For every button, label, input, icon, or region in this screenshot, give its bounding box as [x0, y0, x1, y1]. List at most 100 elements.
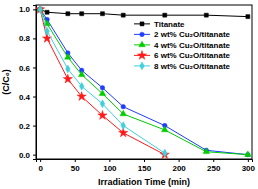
- legend: Titanate2 wt% Cu₂O/titanate 4 wt% Cu₂O/ti…: [134, 20, 231, 71]
- x-tick-label: 0: [38, 164, 43, 173]
- y-tick-mark: [33, 155, 36, 156]
- y-tick-label: 0.2: [19, 122, 31, 131]
- series-marker: [246, 15, 250, 19]
- marks: [36, 5, 251, 159]
- y-tick-label: 0.6: [19, 64, 31, 73]
- series-marker: [66, 12, 70, 16]
- legend-marker: [140, 32, 145, 37]
- y-tick-mark: [33, 126, 36, 127]
- series-marker: [80, 12, 84, 16]
- legend-marker: [140, 62, 145, 70]
- series-marker: [121, 122, 126, 130]
- legend-item: 2 wt% Cu₂O/titanate: [134, 30, 231, 39]
- x-tick-mark: [179, 159, 180, 162]
- y-tick-label: 0.4: [19, 93, 31, 102]
- series: [38, 5, 167, 157]
- series-marker: [45, 27, 50, 35]
- plot: 0 50 100 150 200 250 300 0.0 0.2 0.4 0.6 0.8 1.0 Tita…: [19, 5, 256, 173]
- plot-frame: [36, 5, 252, 159]
- x-tick: 0: [38, 159, 43, 173]
- series: [38, 7, 250, 18]
- y-tick: 0.4: [19, 93, 36, 102]
- x-tick-mark: [40, 159, 41, 162]
- x-tick-label: 50: [71, 164, 80, 173]
- x-tick-mark: [109, 159, 110, 162]
- series-marker: [66, 65, 71, 73]
- series-marker: [204, 13, 208, 17]
- y-tick: 0.0: [19, 151, 36, 160]
- series-marker: [36, 5, 45, 13]
- legend-label: 8 wt% Cu₂O/titanate: [154, 62, 231, 71]
- series: [36, 5, 169, 159]
- series-marker: [98, 111, 107, 120]
- series-marker: [100, 100, 105, 108]
- x-tick-mark: [213, 159, 214, 162]
- y-axis-line: [33, 6, 37, 160]
- legend-marker: [140, 22, 144, 26]
- series-marker: [162, 149, 167, 157]
- chart: 0 50 100 150 200 250 300 0.0 0.2 0.4 0.6 0.8 1.0 Tita…: [0, 0, 258, 189]
- series-line: [40, 9, 248, 154]
- y-tick: 1.0: [19, 5, 36, 14]
- series-marker: [120, 110, 126, 116]
- x-tick-label: 100: [103, 164, 117, 173]
- y-tick-mark: [33, 97, 36, 98]
- y-tick: 0.2: [19, 122, 36, 131]
- y-tick-mark: [33, 9, 36, 10]
- legend-item: 8 wt% Cu₂O/titanate: [134, 62, 231, 71]
- series-marker: [79, 82, 84, 90]
- series-marker: [78, 71, 84, 77]
- series-marker: [45, 10, 49, 14]
- x-tick: 200: [172, 159, 186, 173]
- legend-item: Titanate: [134, 20, 185, 29]
- legend-label: 2 wt% Cu₂O/titanate: [154, 30, 231, 39]
- x-tick-mark: [144, 159, 145, 162]
- series-marker: [245, 151, 251, 157]
- series-marker: [203, 148, 209, 154]
- x-tick-label: 150: [138, 164, 152, 173]
- series-marker: [100, 86, 105, 91]
- series-marker: [63, 74, 72, 83]
- series-marker: [77, 92, 86, 101]
- y-tick: 0.6: [19, 64, 36, 73]
- y-tick-mark: [33, 38, 36, 39]
- series-marker: [121, 104, 126, 109]
- legend-label: 6 wt% Cu₂O/titanate: [154, 51, 231, 60]
- x-tick: 300: [242, 159, 256, 173]
- x-tick-label: 200: [172, 164, 186, 173]
- y-tick-label: 0.8: [19, 34, 31, 43]
- series-marker: [162, 126, 168, 132]
- x-tick: 50: [71, 159, 80, 173]
- series-line: [40, 9, 165, 153]
- legend-item: 6 wt% Cu₂O/titanate: [134, 51, 231, 61]
- legend-label: 4 wt% Cu₂O/titanate: [154, 41, 231, 50]
- series: [37, 6, 251, 157]
- series-marker: [99, 90, 105, 96]
- series-marker: [38, 5, 43, 13]
- legend-marker: [139, 41, 145, 47]
- x-axis-title: Irradiation Time (min): [98, 177, 190, 187]
- y-axis-title: (C/C₀): [1, 69, 11, 95]
- x-axis: 0 50 100 150 200 250 300: [37, 159, 256, 173]
- series-line: [40, 9, 248, 16]
- series-line: [40, 9, 165, 154]
- x-tick-label: 300: [242, 164, 256, 173]
- x-tick: 250: [207, 159, 221, 173]
- x-tick: 150: [138, 159, 152, 173]
- series-marker: [100, 12, 104, 16]
- x-tick-mark: [75, 159, 76, 162]
- legend-marker: [137, 51, 146, 60]
- series-line: [40, 9, 248, 154]
- series-marker: [65, 54, 71, 60]
- y-tick: 0.8: [19, 34, 36, 43]
- series-marker: [163, 13, 167, 17]
- series: [38, 7, 250, 157]
- y-axis: 0.0 0.2 0.4 0.6 0.8 1.0: [19, 5, 37, 159]
- series-marker: [121, 13, 125, 17]
- legend-label: Titanate: [154, 20, 185, 29]
- legend-item: 4 wt% Cu₂O/titanate: [134, 41, 231, 50]
- x-tick-mark: [248, 159, 249, 162]
- y-tick-label: 0.0: [19, 151, 31, 160]
- x-tick: 100: [103, 159, 117, 173]
- x-axis-line: [37, 160, 253, 163]
